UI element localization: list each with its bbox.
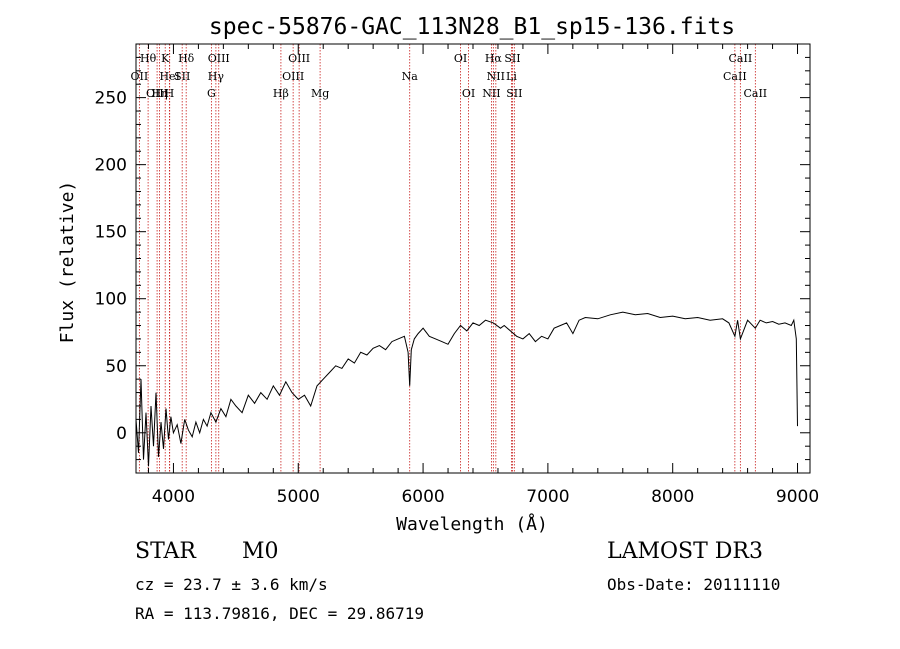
y-tick-label-4: 200 — [95, 156, 127, 176]
x-axis-ticks: 4000 5000 6000 7000 8000 9000 — [147, 44, 819, 507]
redshift-velocity: cz = 23.7 ± 3.6 km/s — [135, 575, 328, 594]
marker-label-24: SII — [506, 87, 522, 100]
x-tick-label-4: 8000 — [651, 487, 694, 507]
marker-label-5: HeI — [159, 70, 179, 83]
y-tick-label-2: 100 — [95, 290, 127, 310]
y-axis-label: Flux (relative) — [57, 181, 78, 344]
x-tick-label-2: 6000 — [401, 487, 444, 507]
marker-label-2: OIII — [146, 87, 168, 100]
spectrum-line — [135, 311, 798, 467]
plot-frame — [135, 43, 811, 474]
marker-label-16: Na — [402, 70, 419, 83]
marker-label-17: OI — [454, 52, 467, 65]
marker-label-13: OIII — [288, 52, 310, 65]
marker-label-21: NII — [482, 87, 500, 100]
sky-coordinates: RA = 113.79816, DEC = 29.86719 — [135, 604, 424, 623]
marker-label-14: OIII — [282, 70, 304, 83]
marker-label-8: SII — [174, 70, 190, 83]
marker-label-23: Li — [506, 70, 517, 83]
marker-label-22: SII — [504, 52, 520, 65]
x-tick-label-1: 5000 — [277, 487, 320, 507]
survey-name: LAMOST DR3 — [607, 539, 763, 564]
marker-label-1: OII — [131, 70, 149, 83]
marker-label-27: CaII — [743, 87, 767, 100]
y-tick-label-1: 50 — [105, 357, 127, 377]
x-tick-label-5: 9000 — [776, 487, 819, 507]
marker-label-4: K — [161, 52, 170, 65]
marker-label-26: CaII — [723, 70, 747, 83]
marker-label-20: NII — [487, 70, 505, 83]
object-subclass: M0 — [242, 539, 279, 564]
marker-label-9: OIII — [208, 52, 230, 65]
spectral-line-markers — [138, 44, 756, 473]
marker-label-11: G — [207, 87, 216, 100]
y-axis-ticks: 0 50 100 150 200 250 — [95, 56, 810, 461]
marker-label-3: Hη — [151, 87, 167, 100]
y-tick-label-5: 250 — [95, 89, 127, 109]
observation-date: Obs-Date: 20111110 — [607, 575, 781, 594]
marker-label-7: Hδ — [178, 52, 195, 65]
marker-label-10: Hγ — [208, 70, 225, 83]
marker-label-25: CaII — [729, 52, 753, 65]
marker-label-12: Hβ — [273, 87, 289, 100]
x-axis-label: Wavelength (Å) — [396, 513, 548, 535]
marker-label-0: Hθ — [140, 52, 157, 65]
marker-label-18: OI — [462, 87, 475, 100]
marker-label-6: H — [165, 87, 175, 100]
y-tick-label-0: 0 — [116, 424, 127, 444]
y-tick-label-3: 150 — [95, 223, 127, 243]
marker-label-19: Hα — [485, 52, 503, 65]
x-tick-label-3: 7000 — [526, 487, 569, 507]
object-class: STAR — [135, 539, 196, 564]
marker-label-15: Mg — [311, 87, 329, 100]
chart-title: spec-55876-GAC_113N28_B1_sp15-136.fits — [209, 14, 735, 40]
x-tick-label-0: 4000 — [152, 487, 195, 507]
